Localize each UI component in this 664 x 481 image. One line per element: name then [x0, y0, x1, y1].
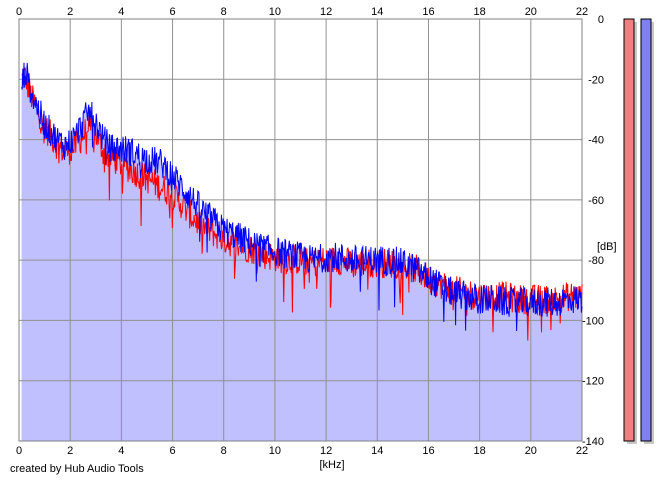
x-tick-label-bottom: 12: [320, 445, 332, 457]
x-tick-label-top: 10: [269, 6, 281, 18]
y-tick-label: 0: [598, 14, 604, 26]
x-tick-label-bottom: 14: [371, 445, 383, 457]
x-tick-label-top: 22: [576, 6, 588, 18]
x-tick-label-top: 16: [422, 6, 434, 18]
series-line-1: [21, 67, 583, 341]
x-tick-label-top: 4: [118, 6, 124, 18]
y-tick-labels: 0 -20 -40 -60 -80 -100 -120 -140: [582, 14, 604, 448]
level-meter-2: [640, 18, 652, 442]
x-tick-label-top: 6: [169, 6, 175, 18]
series-group: [21, 62, 583, 341]
x-tick-label-bottom: 2: [67, 445, 73, 457]
x-tick-label-top: 18: [474, 6, 486, 18]
y-tick-label: -40: [588, 135, 604, 147]
x-tick-label-bottom: 6: [169, 445, 175, 457]
x-tick-label-top: 20: [525, 6, 537, 18]
x-tick-label-bottom: 0: [16, 445, 22, 457]
x-tick-label-bottom: 10: [269, 445, 281, 457]
x-tick-label-bottom: 22: [576, 445, 588, 457]
x-tick-label-top: 12: [320, 6, 332, 18]
credit-text: created by Hub Audio Tools: [10, 463, 144, 475]
plot-frame: [18, 18, 583, 442]
x-tick-label-bottom: 4: [118, 445, 124, 457]
y-tick-label: -140: [582, 436, 604, 448]
series-line-2: [21, 62, 583, 332]
y-tick-label: -20: [588, 74, 604, 86]
y-tick-label: -120: [582, 376, 604, 388]
y-tick-label: -60: [588, 195, 604, 207]
x-tick-label-bottom: 16: [422, 445, 434, 457]
level-meter-1: [623, 18, 635, 442]
grid-lines: [18, 18, 583, 442]
x-tick-label-bottom: 8: [221, 445, 227, 457]
y-tick-label: -80: [588, 255, 604, 267]
level-meters: [623, 18, 654, 444]
y-axis-label: [dB]: [597, 241, 617, 253]
x-tick-label-top: 14: [371, 6, 383, 18]
x-axis-label: [kHz]: [319, 459, 344, 471]
y-tick-label: -100: [582, 315, 604, 327]
x-tick-label-top: 0: [16, 6, 22, 18]
x-tick-label-top: 8: [221, 6, 227, 18]
x-tick-label-bottom: 20: [525, 445, 537, 457]
x-tick-label-bottom: 18: [474, 445, 486, 457]
x-tick-label-top: 2: [67, 6, 73, 18]
